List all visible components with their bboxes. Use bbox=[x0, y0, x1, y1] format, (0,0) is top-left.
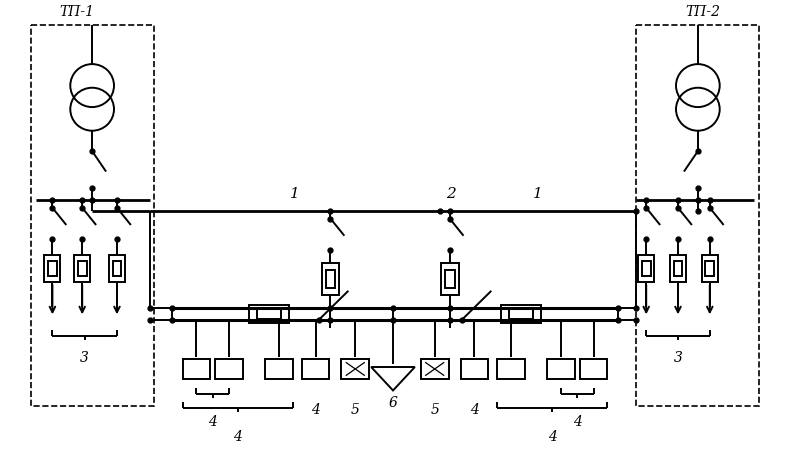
Bar bbox=[113, 261, 122, 276]
Text: 4: 4 bbox=[209, 415, 217, 429]
Bar bbox=[510, 309, 533, 319]
Bar bbox=[249, 305, 289, 323]
Bar bbox=[670, 255, 686, 282]
Bar bbox=[674, 261, 683, 276]
Bar bbox=[215, 359, 243, 379]
Bar bbox=[705, 261, 714, 276]
Bar bbox=[257, 309, 280, 319]
Text: 5: 5 bbox=[351, 403, 359, 417]
Text: 4: 4 bbox=[470, 403, 479, 417]
Bar bbox=[265, 359, 293, 379]
Text: 2: 2 bbox=[446, 187, 455, 201]
Bar bbox=[547, 359, 575, 379]
Bar bbox=[341, 359, 369, 379]
Text: 3: 3 bbox=[674, 351, 683, 365]
Bar bbox=[74, 255, 90, 282]
Bar bbox=[638, 255, 654, 282]
Bar bbox=[31, 25, 154, 406]
Bar bbox=[641, 261, 651, 276]
Text: 1: 1 bbox=[290, 187, 299, 201]
Bar bbox=[322, 263, 340, 295]
Bar bbox=[421, 359, 449, 379]
Bar bbox=[441, 263, 458, 295]
Bar bbox=[445, 271, 454, 288]
Bar bbox=[461, 359, 488, 379]
Text: 5: 5 bbox=[431, 403, 439, 417]
Text: 4: 4 bbox=[548, 431, 557, 445]
Text: 1: 1 bbox=[533, 187, 543, 201]
Bar bbox=[182, 359, 210, 379]
Bar bbox=[497, 359, 525, 379]
Text: 4: 4 bbox=[573, 415, 581, 429]
Text: 6: 6 bbox=[389, 396, 397, 410]
Text: 4: 4 bbox=[233, 431, 242, 445]
Text: 4: 4 bbox=[311, 403, 320, 417]
Text: ТП-2: ТП-2 bbox=[685, 5, 720, 19]
Bar bbox=[325, 271, 336, 288]
Bar bbox=[48, 261, 57, 276]
Bar bbox=[109, 255, 125, 282]
Bar bbox=[702, 255, 717, 282]
Text: 3: 3 bbox=[81, 351, 89, 365]
Bar bbox=[78, 261, 87, 276]
Bar bbox=[636, 25, 759, 406]
Bar bbox=[44, 255, 60, 282]
Bar bbox=[580, 359, 608, 379]
Bar bbox=[302, 359, 329, 379]
Text: ТП-1: ТП-1 bbox=[60, 5, 95, 19]
Bar bbox=[501, 305, 541, 323]
